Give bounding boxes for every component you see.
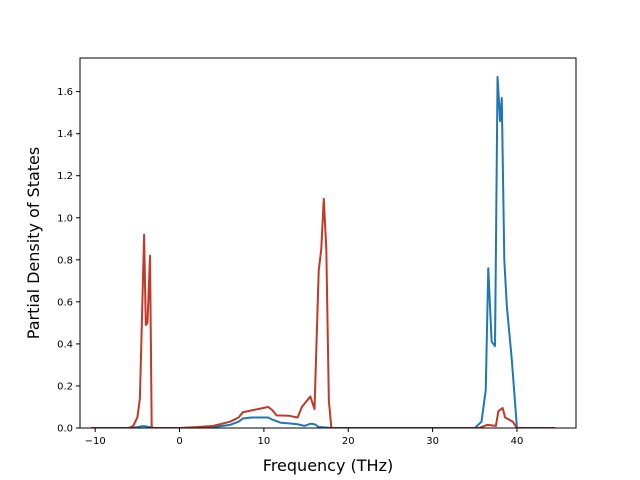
x-tick-label: −10: [85, 436, 106, 447]
y-tick-label: 1.4: [57, 129, 73, 140]
x-axis-label: Frequency (THz): [263, 456, 393, 475]
x-axis: −10 0 10 20 30 40: [85, 428, 524, 447]
x-tick-label: 40: [511, 436, 524, 447]
y-axis: 0.0 0.2 0.4 0.6 0.8 1.0 1.2 1.4 1.6: [57, 87, 80, 435]
x-tick-label: 0: [176, 436, 182, 447]
y-tick-label: 1.6: [57, 87, 73, 98]
y-tick-label: 0.4: [57, 339, 73, 350]
x-tick-label: 30: [426, 436, 439, 447]
x-tick-label: 20: [342, 436, 355, 447]
x-tick-label: 10: [258, 436, 271, 447]
y-tick-label: 0.2: [57, 381, 73, 392]
y-tick-label: 0.6: [57, 297, 73, 308]
y-axis-label: Partial Density of States: [24, 147, 43, 339]
y-tick-label: 0.8: [57, 255, 73, 266]
series-line-2: [90, 197, 555, 428]
y-tick-label: 1.0: [57, 213, 73, 224]
y-tick-label: 0.0: [57, 424, 73, 435]
y-tick-label: 1.2: [57, 171, 73, 182]
plot-frame: [79, 57, 577, 429]
